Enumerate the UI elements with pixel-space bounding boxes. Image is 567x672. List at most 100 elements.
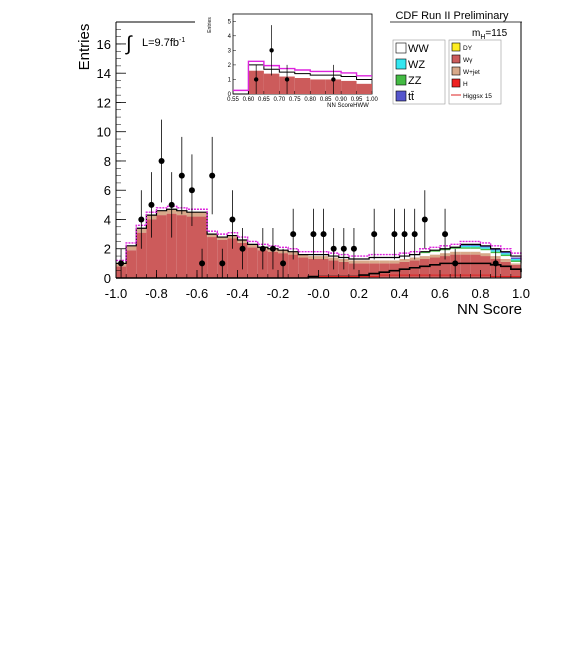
bar-1-27 <box>389 260 400 264</box>
legend-swatch-ttbar <box>395 90 407 102</box>
inset-x-tick-label: 0.75 <box>289 97 301 103</box>
bar-1-13 <box>247 244 258 248</box>
inset-x-tick-label: 0.80 <box>304 97 316 103</box>
bar-2-30 <box>419 253 430 257</box>
x-tick-label: 1.0 <box>512 286 530 301</box>
y-tick-label: 8 <box>104 154 111 169</box>
bar-5-39 <box>510 257 521 259</box>
bar-4-38 <box>500 253 511 255</box>
inset-x-tick-label: 0.95 <box>351 97 363 103</box>
inset-bar <box>356 83 372 94</box>
mass-value: =115 <box>485 28 507 39</box>
data-point <box>259 245 266 252</box>
x-tick-label: -0.8 <box>145 286 167 301</box>
data-point <box>421 216 428 223</box>
inset-data-point <box>269 48 274 53</box>
x-tick-label: -0.6 <box>186 286 208 301</box>
data-point <box>138 216 145 223</box>
inset-bar <box>310 79 326 94</box>
bar-2-38 <box>500 256 511 259</box>
bar-1-36 <box>480 253 491 257</box>
bar-0-20 <box>318 258 329 278</box>
mass-subscript: H <box>480 34 485 41</box>
y-tick-label: 16 <box>97 37 111 52</box>
y-tick-label: 12 <box>97 95 111 110</box>
bar-5-38 <box>500 251 511 254</box>
bar-1-8 <box>197 212 208 217</box>
systematic-band-outline <box>116 205 522 262</box>
inset-x-tick-label: 0.60 <box>243 97 255 103</box>
bar-1-25 <box>369 260 380 264</box>
bar-2-24 <box>359 258 370 261</box>
inset-x-tick-label: 0.65 <box>258 97 270 103</box>
x-tick-label: 0.4 <box>390 286 408 301</box>
bar-0-3 <box>146 219 157 278</box>
main-points <box>118 119 499 278</box>
legend-swatch-zz <box>395 74 407 86</box>
legend-label-wjet: W+jet <box>463 69 480 76</box>
data-point <box>340 245 347 252</box>
experiment-label: CDF Run II Preliminary <box>395 10 509 22</box>
data-point <box>158 157 165 164</box>
inset-x-tick-label: 0.55 <box>227 97 239 103</box>
data-point <box>239 245 246 252</box>
bar-1-18 <box>298 254 309 258</box>
inset-x-tick-label: 0.70 <box>273 97 285 103</box>
main-axes: -1.0 -0.8 -0.6 -0.4 -0.2 -0.0 0.2 0.4 0.6 0.8 1.00… <box>97 21 530 301</box>
bar-4-36 <box>480 247 491 249</box>
legend-label-h: H <box>463 81 468 88</box>
bar-1-38 <box>500 258 511 262</box>
integral-symbol: ∫ <box>125 33 133 55</box>
inset-data-point <box>253 77 259 82</box>
bar-0-31 <box>429 257 440 278</box>
legend-swatch-wgamma <box>451 54 461 64</box>
data-point <box>310 231 317 238</box>
data-point <box>391 231 398 238</box>
bar-5-36 <box>480 245 491 248</box>
bar-3-33 <box>450 247 461 249</box>
inset-y-tick-label: 4 <box>228 34 232 40</box>
legend-swatch-wz <box>395 58 407 70</box>
inset-bar <box>341 80 357 94</box>
data-point <box>411 231 418 238</box>
bar-0-36 <box>480 256 491 278</box>
data-point <box>219 260 226 267</box>
bar-1-24 <box>359 260 370 264</box>
data-point <box>209 172 216 179</box>
inset-x-tick-label: 0.90 <box>335 97 347 103</box>
bar-0-4 <box>156 215 167 278</box>
data-point <box>280 260 287 267</box>
legend-label-ttbar: tt̄ <box>408 91 414 103</box>
legend-label-wgamma: Wγ <box>463 57 473 64</box>
inset-points <box>253 25 336 94</box>
x-axis-label: NN Score <box>457 301 522 318</box>
bar-3-38 <box>500 254 511 257</box>
bar-3-36 <box>480 248 491 251</box>
legend-label-zz: ZZ <box>408 75 422 87</box>
inset-y-tick-label: 5 <box>228 19 232 25</box>
bar-0-11 <box>227 238 238 278</box>
bar-1-30 <box>419 256 430 259</box>
data-point <box>178 172 185 179</box>
legend-swatch-wjet <box>451 66 461 76</box>
y-axis-label: Entries <box>76 24 93 71</box>
bar-1-39 <box>510 263 521 265</box>
bar-3-39 <box>510 260 521 262</box>
bar-5-34 <box>460 244 471 246</box>
bar-0-29 <box>409 260 420 278</box>
bar-1-1 <box>126 245 137 251</box>
inset-y-tick-label: 0 <box>228 92 232 98</box>
bar-2-35 <box>470 248 481 252</box>
data-point <box>452 260 459 267</box>
bar-2-39 <box>510 261 521 264</box>
bar-1-28 <box>399 258 410 262</box>
inset-axes: 0.55 0.60 0.65 0.70 0.75 0.80 0.85 0.90 0.95 1.00… <box>227 19 378 103</box>
inset-y-tick-label: 1 <box>228 77 232 83</box>
inset-bars <box>232 13 373 95</box>
bar-1-9 <box>207 234 218 238</box>
inset-y-tick-label: 2 <box>228 63 232 69</box>
data-point <box>168 201 175 208</box>
bar-0-5 <box>166 213 177 278</box>
x-tick-label: -1.0 <box>105 286 127 301</box>
bar-1-34 <box>460 251 471 255</box>
